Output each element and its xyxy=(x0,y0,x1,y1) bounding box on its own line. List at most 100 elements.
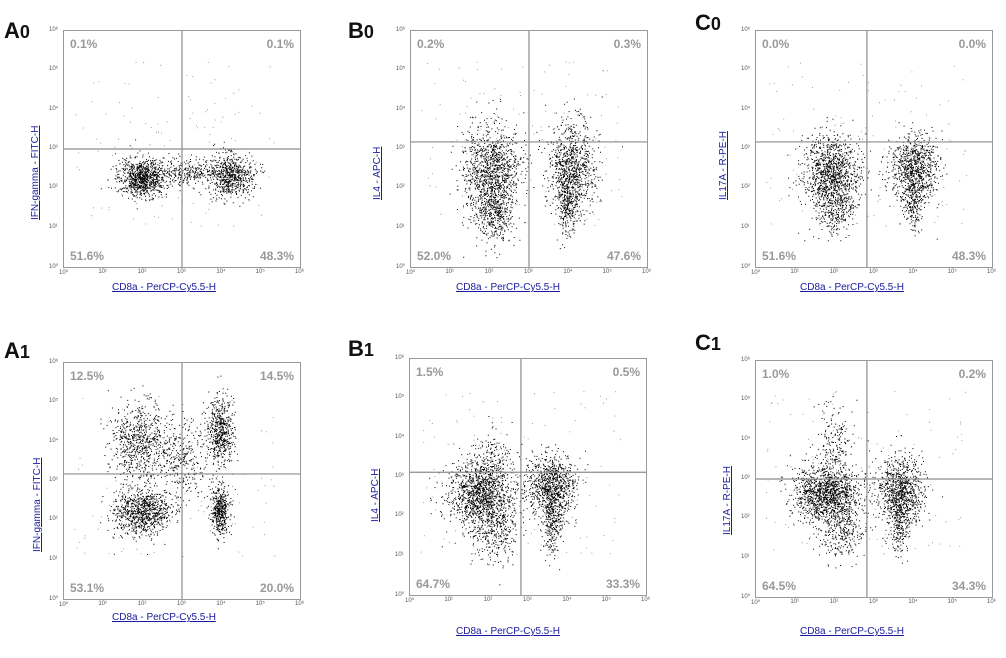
y-tick-label: 10⁵ xyxy=(49,398,59,405)
event-cluster-2 xyxy=(899,173,928,237)
event-cluster-3 xyxy=(200,375,239,483)
x-tick-label: 10⁵ xyxy=(602,269,612,275)
y-tick-label: 10³ xyxy=(741,475,750,481)
quadrant-percent-ur: 0.3% xyxy=(613,37,641,51)
quadrant-percent-lr: 33.3% xyxy=(605,577,640,591)
y-tick-label: 10⁴ xyxy=(395,433,405,440)
y-tick-label: 10⁰ xyxy=(396,264,406,270)
x-tick-label: 10⁵ xyxy=(947,599,957,605)
x-axis-title-c0: CD8a - PerCP-Cy5.5-H xyxy=(800,282,904,293)
x-tick-label: 10⁰ xyxy=(751,600,761,606)
y-tick-label: 10⁶ xyxy=(396,27,406,33)
quadrant-percent-ll: 64.7% xyxy=(416,577,451,591)
quadrant-percent-ul: 0.1% xyxy=(70,37,98,51)
scatter-points xyxy=(410,359,646,595)
quadrant-percent-lr: 47.6% xyxy=(606,249,641,263)
quadrant-percent-ul: 1.5% xyxy=(416,365,444,379)
quadrant-percent-ul: 12.5% xyxy=(70,369,105,383)
y-axis-title-c0: IL17A - R-PE-H xyxy=(718,131,729,200)
scatter-plot-c0: 0.0% 0.0% 51.6% 48.3% xyxy=(755,30,993,268)
event-cluster-2 xyxy=(555,146,578,250)
x-tick-label: 10⁶ xyxy=(987,269,997,275)
quadrant-percent-ll: 52.0% xyxy=(417,249,452,263)
x-tick-label: 10¹ xyxy=(98,601,107,607)
y-axis-title-c1: IL17A - R-PE-H xyxy=(722,466,733,535)
x-tick-label: 10⁰ xyxy=(59,602,69,608)
x-tick-label: 10² xyxy=(137,269,147,275)
y-tick-label: 10¹ xyxy=(741,553,750,560)
event-cluster-0 xyxy=(779,448,899,541)
quadrant-percent-ur: 0.2% xyxy=(958,367,986,381)
x-axis-title-c1: CD8a - PerCP-Cy5.5-H xyxy=(800,626,904,637)
quadrant-percent-ur: 0.0% xyxy=(958,37,986,51)
y-tick-label: 10⁶ xyxy=(49,27,59,33)
scatter-points xyxy=(64,363,300,599)
x-tick-label: 10³ xyxy=(177,269,186,275)
event-cluster-4 xyxy=(146,404,225,512)
x-tick-label: 10⁰ xyxy=(405,598,415,604)
quadrant-percent-ll: 51.6% xyxy=(70,249,105,263)
x-tick-label: 10² xyxy=(137,601,147,607)
x-tick-label: 10¹ xyxy=(790,599,799,605)
x-tick-label: 10³ xyxy=(177,601,186,607)
y-tick-label: 10⁶ xyxy=(395,355,405,361)
y-tick-label: 10³ xyxy=(395,473,404,479)
panel-label-b1: B1 xyxy=(348,336,374,361)
quadrant-percent-lr: 34.3% xyxy=(951,579,986,593)
y-tick-label: 10⁶ xyxy=(49,359,59,365)
x-tick-label: 10² xyxy=(829,269,839,275)
event-cluster-1 xyxy=(864,434,943,542)
event-cluster-1 xyxy=(206,473,236,550)
quadrant-percent-ur: 0.5% xyxy=(612,365,640,379)
y-tick-label: 10¹ xyxy=(396,223,405,230)
x-tick-label: 10¹ xyxy=(790,269,799,275)
y-tick-label: 10⁰ xyxy=(395,592,405,598)
x-tick-label: 10³ xyxy=(869,269,878,275)
scatter-plot-b0: 0.2% 0.3% 52.0% 47.6% xyxy=(410,30,648,268)
y-tick-label: 10⁴ xyxy=(49,437,59,444)
y-tick-label: 10³ xyxy=(741,145,750,151)
x-tick-label: 10⁴ xyxy=(908,599,918,605)
quadrant-percent-ll: 51.6% xyxy=(762,249,797,263)
event-cluster-4 xyxy=(468,490,527,586)
x-tick-label: 10⁶ xyxy=(641,597,651,603)
quadrant-percent-ul: 0.2% xyxy=(417,37,445,51)
y-tick-label: 10⁶ xyxy=(741,357,751,363)
y-tick-label: 10⁰ xyxy=(741,264,751,270)
quadrant-percent-ur: 14.5% xyxy=(259,369,294,383)
panel-label-b0: B0 xyxy=(348,18,374,43)
x-tick-label: 10³ xyxy=(523,597,532,603)
x-tick-label: 10⁶ xyxy=(642,269,652,275)
scatter-points xyxy=(756,361,992,597)
x-tick-label: 10⁰ xyxy=(406,270,416,276)
x-tick-label: 10¹ xyxy=(444,597,453,603)
y-tick-label: 10⁰ xyxy=(49,596,59,602)
scatter-plot-b1: 1.5% 0.5% 64.7% 33.3% xyxy=(409,358,647,596)
y-tick-label: 10⁵ xyxy=(49,66,59,73)
y-axis-title-b1: IL4 - APC-H xyxy=(370,468,381,522)
panel-label-a0: A0 xyxy=(4,18,30,43)
y-tick-label: 10⁴ xyxy=(741,435,751,442)
y-axis-title-a0: IFN-gamma - FITC-H xyxy=(30,125,41,220)
quadrant-percent-ul: 1.0% xyxy=(762,367,790,381)
x-tick-label: 10¹ xyxy=(98,269,107,275)
event-cluster-2 xyxy=(100,385,202,494)
y-tick-label: 10⁵ xyxy=(396,66,406,73)
y-tick-label: 10⁰ xyxy=(49,264,59,270)
y-tick-label: 10³ xyxy=(49,477,58,483)
y-tick-label: 10⁵ xyxy=(395,394,405,401)
x-tick-label: 10⁶ xyxy=(987,599,997,605)
y-axis-title-a1: IFN-gamma - FITC-H xyxy=(32,457,43,552)
y-tick-label: 10⁶ xyxy=(741,27,751,33)
x-axis-title-a1: CD8a - PerCP-Cy5.5-H xyxy=(112,612,216,623)
event-cluster-1 xyxy=(538,96,623,241)
y-tick-label: 10⁴ xyxy=(49,105,59,112)
y-tick-label: 10² xyxy=(395,512,404,519)
scatter-plot-a0: 0.1% 0.1% 51.6% 48.3% xyxy=(63,30,301,268)
y-tick-label: 10² xyxy=(49,184,58,191)
quadrant-percent-ur: 0.1% xyxy=(266,37,294,51)
y-tick-label: 10⁴ xyxy=(741,105,751,112)
y-tick-label: 10² xyxy=(49,516,58,523)
event-cluster-0 xyxy=(100,139,181,210)
panel-label-c1: C1 xyxy=(695,330,721,355)
